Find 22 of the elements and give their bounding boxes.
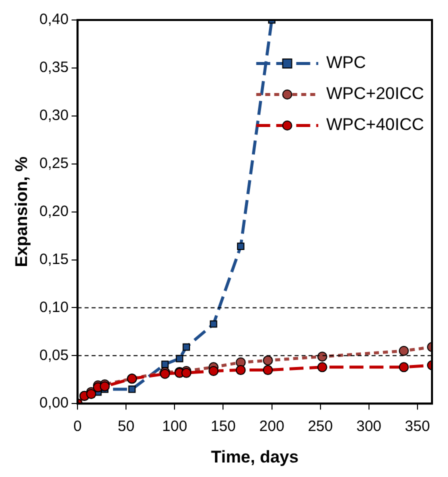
x-tick-label: 200 <box>259 418 284 436</box>
y-axis-title: Expansion, % <box>12 156 31 268</box>
legend-label: WPC <box>326 53 366 72</box>
x-tick-label: 350 <box>404 418 430 436</box>
y-tick-label: 0,30 <box>39 107 69 124</box>
legend-label: WPC+40ICC <box>326 115 424 134</box>
y-tick-label: 0,25 <box>39 154 69 172</box>
y-tick-label: 0,35 <box>39 59 69 76</box>
y-tick-label: 0,00 <box>39 394 69 412</box>
x-tick-label: 150 <box>210 418 236 436</box>
x-tick-label: 250 <box>308 418 333 436</box>
y-tick-label: 0,40 <box>39 11 69 28</box>
legend-label: WPC+20ICC <box>326 84 424 104</box>
x-tick-label: 0 <box>73 418 82 436</box>
y-tick-label: 0,05 <box>39 346 69 364</box>
x-axis-title: Time, days <box>211 447 299 466</box>
y-tick-label: 0,20 <box>39 202 69 220</box>
x-tick-label: 100 <box>162 418 188 436</box>
y-tick-label: 0,10 <box>39 298 69 316</box>
y-tick-label: 0,15 <box>39 250 69 268</box>
x-tick-label: 50 <box>118 418 134 436</box>
x-tick-label: 300 <box>356 418 382 436</box>
